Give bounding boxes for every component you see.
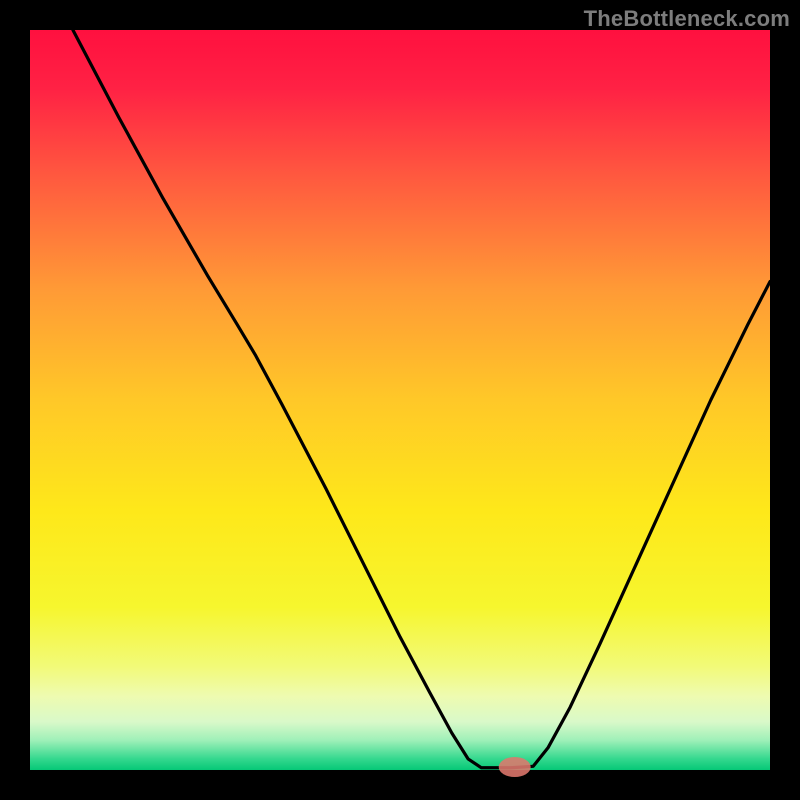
chart-svg — [0, 0, 800, 800]
watermark-label: TheBottleneck.com — [584, 6, 790, 32]
plot-background — [30, 30, 770, 770]
minimum-marker — [499, 757, 531, 777]
bottleneck-chart: TheBottleneck.com — [0, 0, 800, 800]
